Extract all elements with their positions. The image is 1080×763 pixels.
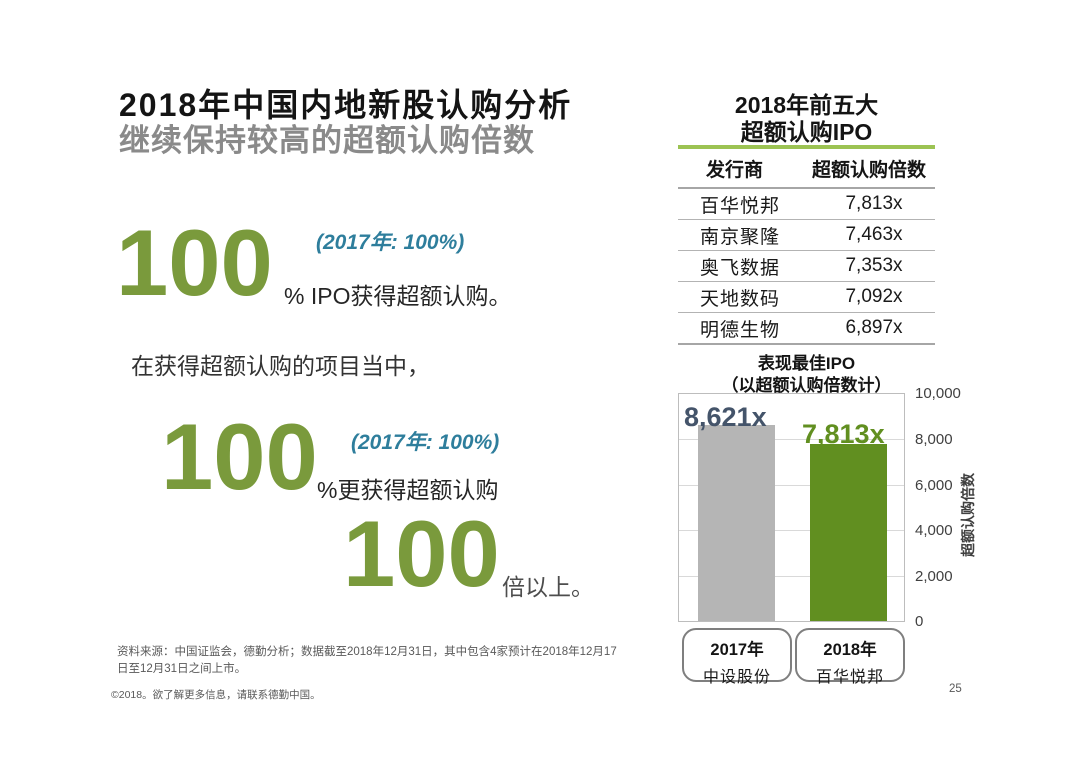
stat3-description: 倍以上。 <box>502 574 594 600</box>
table-row: 南京聚隆 7,463x <box>678 220 935 251</box>
y-tick: 4,000 <box>915 522 953 539</box>
bar <box>810 443 887 621</box>
copyright-note: ©2018。欲了解更多信息，请联系德勤中国。 <box>111 689 321 701</box>
bar-chart: 8,621x 7,813x 10,000 8,000 6,000 4,000 2… <box>678 385 976 686</box>
x-category-company: 百华悦邦 <box>815 669 884 686</box>
x-category-box: 2018年 百华悦邦 <box>795 628 905 686</box>
page-subtitle: 继续保持较高的超额认购倍数 <box>119 123 535 158</box>
chart-title-line1: 表现最佳IPO <box>757 354 856 373</box>
issuer-cell: 明德生物 <box>700 319 781 341</box>
stat2-value: 100 <box>161 404 318 509</box>
gridline <box>679 530 904 532</box>
gridlines <box>679 394 904 621</box>
page-number: 25 <box>949 683 962 695</box>
stat1-prior-year-note: (2017年: 100%) <box>316 231 465 254</box>
gridline <box>679 484 904 486</box>
y-tick: 10,000 <box>915 385 961 402</box>
top-ipo-table-body: 百华悦邦 7,813x 南京聚隆 7,463x 奥飞数据 7,353x 天地数码 7,092x… <box>678 189 935 345</box>
chart-title-line2: （以超额认购倍数计） <box>721 376 892 395</box>
table-header-issuer: 发行商 <box>706 159 764 181</box>
table-row: 明德生物 6,897x <box>678 313 935 345</box>
gridline <box>679 575 904 577</box>
table-row: 天地数码 7,092x <box>678 282 935 313</box>
issuer-cell: 天地数码 <box>700 288 781 310</box>
multiple-cell: 7,353x <box>845 255 903 276</box>
x-category-year: 2018年 <box>823 641 877 659</box>
multiple-cell: 7,813x <box>845 193 903 214</box>
lead-in-text: 在获得超额认购的项目当中， <box>131 353 430 379</box>
table-header-row: 发行商 超额认购倍数 <box>678 149 935 189</box>
y-tick: 0 <box>915 613 924 630</box>
bar-value-label: 7,813x <box>802 419 885 449</box>
issuer-cell: 奥飞数据 <box>700 257 781 279</box>
x-category-year: 2017年 <box>710 641 764 659</box>
table-row: 百华悦邦 7,813x <box>678 189 935 220</box>
panel-title-line2: 超额认购IPO <box>740 119 873 145</box>
multiple-cell: 7,463x <box>845 224 903 245</box>
page-title: 2018年中国内地新股认购分析 <box>119 87 573 123</box>
x-category-box: 2017年 中设股份 <box>682 628 792 686</box>
y-tick: 2,000 <box>915 568 953 585</box>
stat2-description: %更获得超额认购 <box>317 477 499 503</box>
gridline <box>679 439 904 441</box>
multiple-cell: 7,092x <box>845 286 903 307</box>
stat3-value: 100 <box>343 501 500 606</box>
table-header-multiple: 超额认购倍数 <box>811 159 926 181</box>
panel-title-line1: 2018年前五大 <box>734 92 879 118</box>
y-tick: 6,000 <box>915 477 953 494</box>
top-ipo-table: 发行商 超额认购倍数 百华悦邦 7,813x 南京聚隆 7,463x 奥飞数据 7,353… <box>678 149 935 345</box>
bar-value-label: 8,621x <box>684 402 767 432</box>
stat1-value: 100 <box>116 210 273 315</box>
issuer-cell: 南京聚隆 <box>700 226 781 248</box>
green-rule <box>678 145 935 149</box>
bar <box>698 425 775 621</box>
issuer-cell: 百华悦邦 <box>700 195 781 217</box>
y-tick: 8,000 <box>915 431 953 448</box>
plot-area <box>678 393 905 622</box>
multiple-cell: 6,897x <box>845 317 903 338</box>
stat1-description: % IPO获得超额认购。 <box>284 283 512 309</box>
y-axis-title: 超额认购倍数 <box>960 473 976 557</box>
table-row: 奥飞数据 7,353x <box>678 251 935 282</box>
stat2-prior-year-note: (2017年: 100%) <box>351 431 500 454</box>
source-note: 资料来源：中国证监会，德勤分析；数据截至2018年12月31日，其中包含4家预计… <box>117 646 617 676</box>
x-category-company: 中设股份 <box>702 669 771 686</box>
